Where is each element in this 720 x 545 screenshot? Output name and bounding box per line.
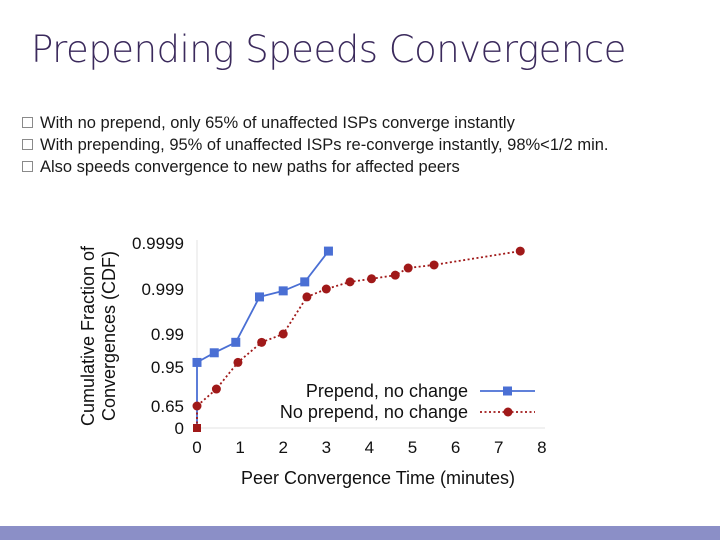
x-tick-label: 6 bbox=[451, 438, 460, 457]
x-tick-label: 4 bbox=[365, 438, 374, 457]
y-tick-label: 0.99 bbox=[151, 325, 184, 344]
series-point-circle bbox=[278, 329, 288, 339]
series-point-circle bbox=[321, 284, 331, 294]
y-axis-label-line2: Convergences (CDF) bbox=[99, 251, 119, 421]
series-point-circle bbox=[257, 337, 267, 347]
series-point-square bbox=[254, 292, 264, 302]
bullet-item: Also speeds convergence to new paths for… bbox=[22, 157, 712, 177]
legend-label: No prepend, no change bbox=[280, 402, 468, 422]
x-axis-label: Peer Convergence Time (minutes) bbox=[241, 468, 515, 488]
bullet-box-icon bbox=[22, 161, 33, 172]
y-tick-label: 0 bbox=[175, 419, 184, 438]
x-tick-label: 1 bbox=[235, 438, 244, 457]
series-point-square bbox=[278, 286, 288, 296]
y-tick-label: 0.95 bbox=[151, 358, 184, 377]
x-tick-label: 3 bbox=[322, 438, 331, 457]
series-point-circle bbox=[302, 292, 312, 302]
series-point-circle bbox=[403, 263, 413, 273]
series-point-circle bbox=[345, 277, 355, 287]
series-point-circle bbox=[515, 246, 525, 256]
bullet-item: With no prepend, only 65% of unaffected … bbox=[22, 113, 712, 133]
x-tick-label: 8 bbox=[537, 438, 546, 457]
series-point-circle bbox=[211, 384, 221, 394]
legend-label: Prepend, no change bbox=[306, 381, 468, 401]
bottom-accent-bar bbox=[0, 526, 720, 540]
bullet-text: With prepending, 95% of unaffected ISPs … bbox=[40, 136, 609, 154]
series-point-circle bbox=[390, 270, 400, 280]
series-point-square bbox=[209, 348, 219, 358]
x-tick-label: 0 bbox=[192, 438, 201, 457]
bullet-box-icon bbox=[22, 117, 33, 128]
series-point-circle bbox=[429, 260, 439, 270]
origin-marker bbox=[193, 424, 201, 432]
bullet-text: Also speeds convergence to new paths for… bbox=[40, 158, 460, 176]
bullet-text: With no prepend, only 65% of unaffected … bbox=[40, 114, 515, 132]
series-point-circle bbox=[192, 401, 202, 411]
y-axis-label-line1: Cumulative Fraction of bbox=[78, 245, 98, 426]
x-tick-label: 5 bbox=[408, 438, 417, 457]
legend-marker-square bbox=[503, 386, 512, 396]
x-tick-label: 2 bbox=[278, 438, 287, 457]
series-point-square bbox=[323, 246, 333, 256]
y-tick-label: 0.65 bbox=[151, 397, 184, 416]
series-point-square bbox=[231, 337, 241, 347]
x-tick-label: 7 bbox=[494, 438, 503, 457]
slide-title: Prepending Speeds Convergence bbox=[31, 28, 626, 71]
bullet-list: With no prepend, only 65% of unaffected … bbox=[22, 113, 712, 179]
y-tick-label: 0.9999 bbox=[132, 234, 184, 253]
bullet-item: With prepending, 95% of unaffected ISPs … bbox=[22, 135, 712, 155]
y-tick-label: 0.999 bbox=[141, 280, 184, 299]
series-point-square bbox=[300, 277, 310, 287]
series-point-circle bbox=[367, 274, 377, 284]
bullet-box-icon bbox=[22, 139, 33, 150]
legend-marker-circle bbox=[503, 407, 513, 417]
series-point-square bbox=[192, 357, 202, 367]
series-point-circle bbox=[233, 357, 243, 367]
